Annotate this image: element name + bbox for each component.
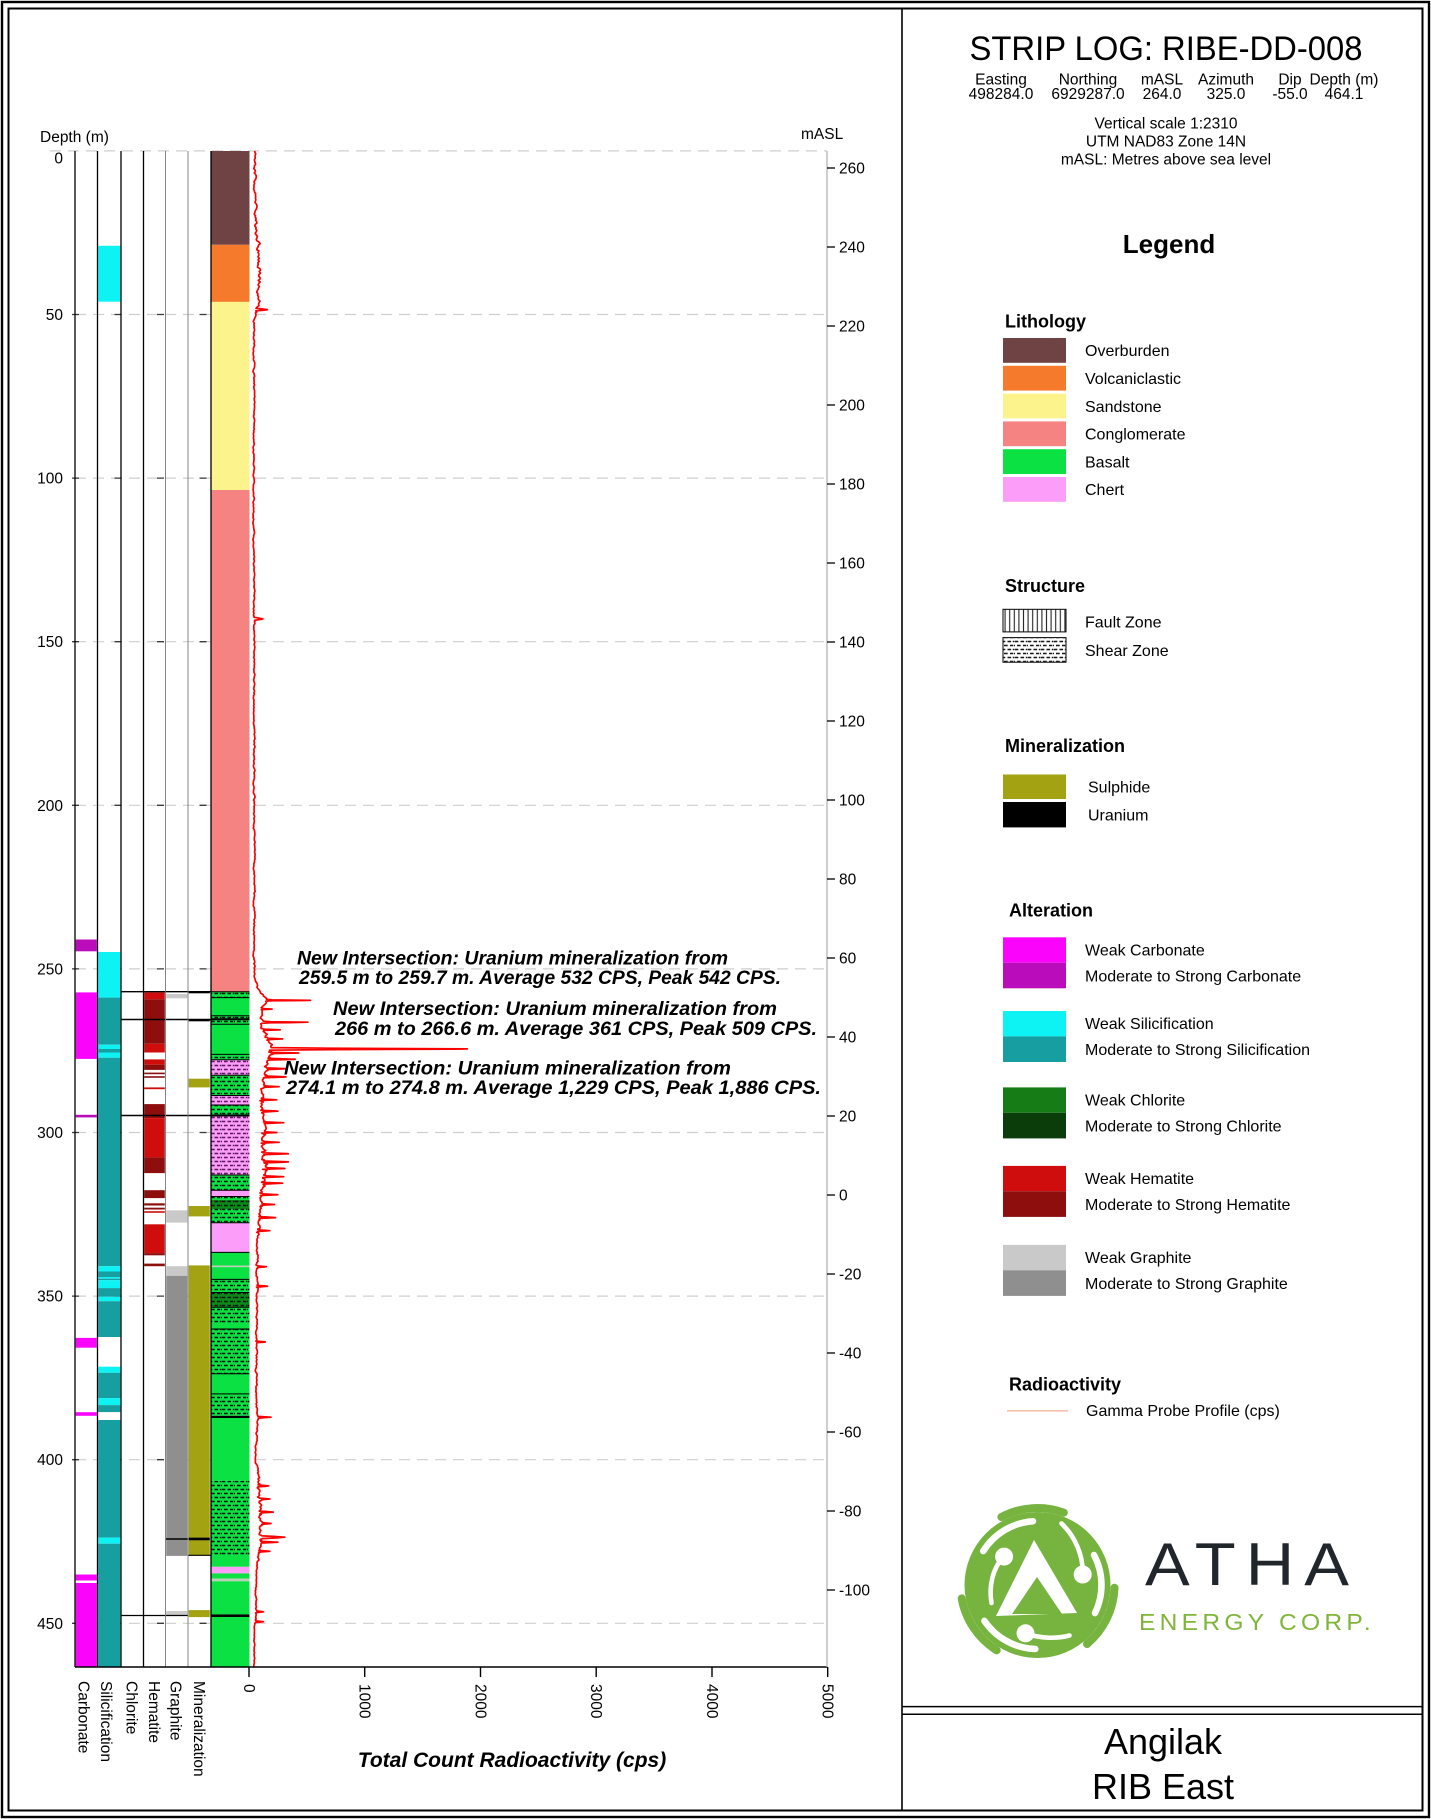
svg-text:Weak Chlorite: Weak Chlorite <box>1085 1093 1185 1110</box>
svg-text:-55.0: -55.0 <box>1272 86 1308 103</box>
svg-text:Gamma Probe Profile (cps): Gamma Probe Profile (cps) <box>1086 1403 1280 1420</box>
svg-text:40: 40 <box>839 1030 857 1047</box>
svg-text:ATHA: ATHA <box>1145 1531 1359 1598</box>
svg-text:Total Count Radioactivity (cps: Total Count Radioactivity (cps) <box>358 1749 666 1772</box>
svg-text:Conglomerate: Conglomerate <box>1085 427 1186 444</box>
svg-text:Structure: Structure <box>1005 576 1085 596</box>
svg-text:Vertical scale 1:2310: Vertical scale 1:2310 <box>1094 116 1237 133</box>
svg-text:Sulphide: Sulphide <box>1088 779 1150 796</box>
svg-text:Uranium: Uranium <box>1088 807 1148 824</box>
svg-text:Depth (m): Depth (m) <box>40 129 109 146</box>
svg-text:Moderate to Strong Chlorite: Moderate to Strong Chlorite <box>1085 1119 1282 1136</box>
svg-text:Lithology: Lithology <box>1005 312 1086 332</box>
svg-text:mASL: mASL <box>1141 72 1184 89</box>
svg-text:Fault Zone: Fault Zone <box>1085 614 1162 631</box>
svg-text:60: 60 <box>839 951 857 968</box>
svg-text:0: 0 <box>240 1684 257 1693</box>
svg-text:Graphite: Graphite <box>167 1681 184 1740</box>
svg-text:274.1 m to 274.8 m. Average 1,: 274.1 m to 274.8 m. Average 1,229 CPS, P… <box>285 1078 821 1099</box>
svg-text:Radioactivity: Radioactivity <box>1009 1375 1121 1395</box>
svg-text:140: 140 <box>839 635 865 652</box>
svg-text:100: 100 <box>37 471 63 488</box>
svg-text:0: 0 <box>839 1188 848 1205</box>
svg-text:250: 250 <box>37 961 63 978</box>
svg-text:Azimuth: Azimuth <box>1198 72 1254 89</box>
svg-text:Overburden: Overburden <box>1085 343 1170 360</box>
svg-text:New Intersection: Uranium mine: New Intersection: Uranium mineralization… <box>333 999 777 1020</box>
svg-text:-20: -20 <box>839 1267 862 1284</box>
svg-text:1000: 1000 <box>356 1684 373 1719</box>
svg-text:Chlorite: Chlorite <box>122 1681 139 1734</box>
svg-text:RIB East: RIB East <box>1092 1766 1234 1807</box>
svg-text:220: 220 <box>839 319 865 336</box>
svg-text:20: 20 <box>839 1109 857 1126</box>
svg-text:mASL: Metres above sea level: mASL: Metres above sea level <box>1061 152 1271 169</box>
svg-text:Silicification: Silicification <box>97 1681 114 1762</box>
svg-text:New Intersection: Uranium mine: New Intersection: Uranium mineralization… <box>284 1058 731 1079</box>
svg-text:Mineralization: Mineralization <box>1005 736 1125 756</box>
svg-text:266 m to 266.6 m. Average 361: 266 m to 266.6 m. Average 361 CPS, Peak … <box>334 1019 817 1040</box>
svg-text:325.0: 325.0 <box>1207 86 1246 103</box>
svg-text:Moderate to Strong Carbonate: Moderate to Strong Carbonate <box>1085 968 1301 985</box>
svg-text:Weak Silicification: Weak Silicification <box>1085 1016 1214 1033</box>
svg-text:Legend: Legend <box>1123 229 1215 259</box>
svg-text:-40: -40 <box>839 1346 862 1363</box>
svg-text:300: 300 <box>37 1125 63 1142</box>
svg-text:Sandstone: Sandstone <box>1085 399 1162 416</box>
svg-text:160: 160 <box>839 556 865 573</box>
svg-text:Easting: Easting <box>975 72 1027 89</box>
svg-text:Volcaniclastic: Volcaniclastic <box>1085 371 1181 388</box>
svg-text:Moderate to Strong Hematite: Moderate to Strong Hematite <box>1085 1197 1291 1214</box>
svg-text:0: 0 <box>54 151 63 168</box>
svg-text:Moderate to Strong Graphite: Moderate to Strong Graphite <box>1085 1276 1288 1293</box>
svg-text:Dip: Dip <box>1278 72 1301 89</box>
svg-text:5000: 5000 <box>819 1684 836 1719</box>
svg-text:Alteration: Alteration <box>1009 901 1093 921</box>
svg-text:3000: 3000 <box>587 1684 604 1719</box>
svg-text:464.1: 464.1 <box>1325 86 1364 103</box>
svg-text:6929287.0: 6929287.0 <box>1051 86 1125 103</box>
svg-text:150: 150 <box>37 634 63 651</box>
svg-text:Depth (m): Depth (m) <box>1310 72 1379 89</box>
svg-text:Weak Carbonate: Weak Carbonate <box>1085 943 1205 960</box>
svg-text:200: 200 <box>37 798 63 815</box>
svg-text:2000: 2000 <box>471 1684 488 1719</box>
svg-text:Northing: Northing <box>1059 72 1118 89</box>
svg-text:Weak Graphite: Weak Graphite <box>1085 1250 1192 1267</box>
svg-text:Moderate to Strong Silicificat: Moderate to Strong Silicification <box>1085 1042 1310 1059</box>
svg-text:4000: 4000 <box>703 1684 720 1719</box>
svg-text:Hematite: Hematite <box>145 1681 162 1743</box>
svg-text:Shear Zone: Shear Zone <box>1085 643 1169 660</box>
svg-text:-80: -80 <box>839 1504 862 1521</box>
svg-text:ENERGY CORP.: ENERGY CORP. <box>1139 1609 1375 1635</box>
svg-text:350: 350 <box>37 1289 63 1306</box>
svg-text:-100: -100 <box>839 1583 870 1600</box>
svg-text:Basalt: Basalt <box>1085 454 1130 471</box>
svg-text:240: 240 <box>839 240 865 257</box>
svg-text:120: 120 <box>839 714 865 731</box>
svg-text:Angilak: Angilak <box>1104 1721 1223 1762</box>
svg-text:New Intersection: Uranium mine: New Intersection: Uranium mineralization… <box>297 948 728 969</box>
svg-text:259.5 m to 259.7 m. Average 53: 259.5 m to 259.7 m. Average 532 CPS, Pea… <box>298 968 781 989</box>
svg-text:498284.0: 498284.0 <box>969 86 1034 103</box>
svg-text:450: 450 <box>37 1616 63 1633</box>
svg-text:Weak Hematite: Weak Hematite <box>1085 1171 1194 1188</box>
svg-text:Mineralization: Mineralization <box>190 1681 207 1777</box>
svg-text:264.0: 264.0 <box>1143 86 1182 103</box>
svg-text:80: 80 <box>839 872 857 889</box>
svg-text:mASL: mASL <box>801 126 844 143</box>
svg-text:-60: -60 <box>839 1425 862 1442</box>
svg-text:STRIP LOG: RIBE-DD-008: STRIP LOG: RIBE-DD-008 <box>970 30 1363 68</box>
svg-text:50: 50 <box>46 307 64 324</box>
svg-text:200: 200 <box>839 398 865 415</box>
svg-text:180: 180 <box>839 477 865 494</box>
svg-text:Chert: Chert <box>1085 482 1125 499</box>
svg-text:400: 400 <box>37 1452 63 1469</box>
svg-text:Carbonate: Carbonate <box>75 1681 92 1753</box>
svg-text:260: 260 <box>839 161 865 178</box>
svg-text:100: 100 <box>839 793 865 810</box>
svg-text:UTM NAD83 Zone 14N: UTM NAD83 Zone 14N <box>1086 134 1246 151</box>
